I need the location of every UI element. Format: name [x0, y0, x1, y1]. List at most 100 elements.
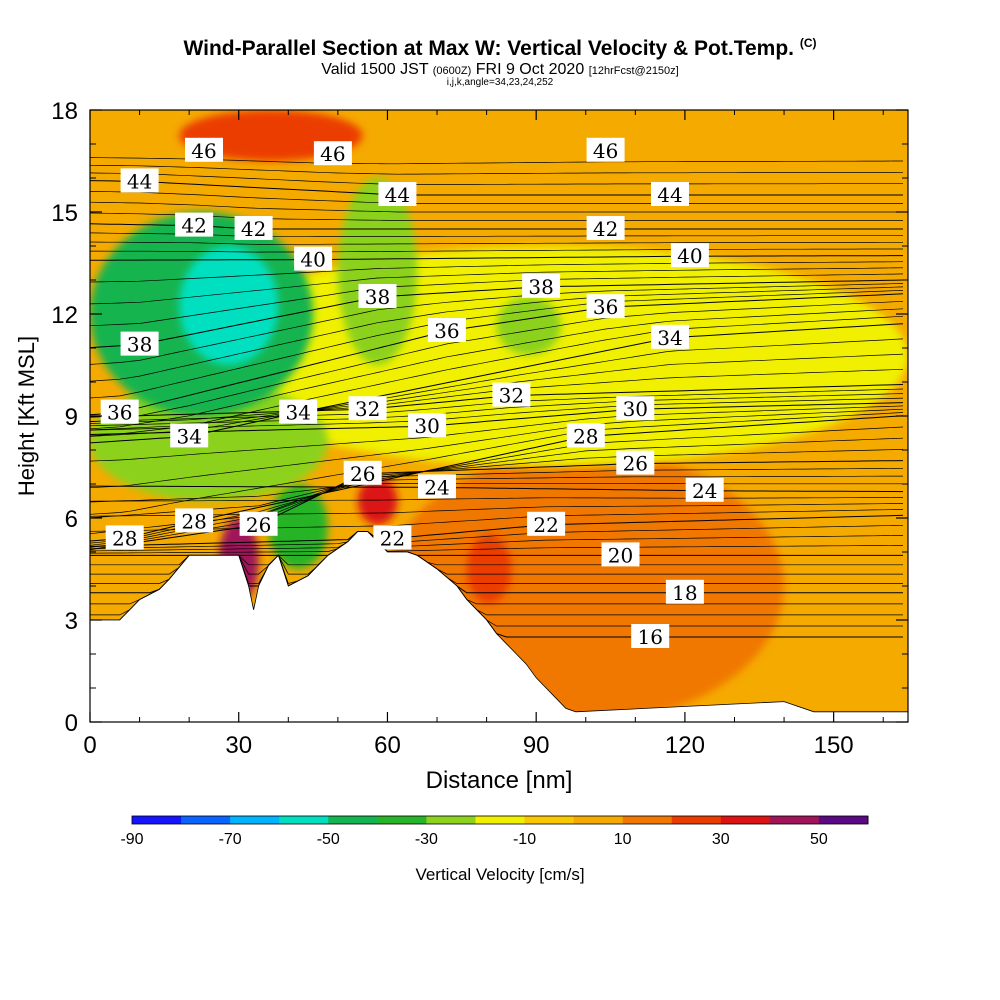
chart-subsubtitle: i,j,k,angle=34,23,24,252: [446, 77, 554, 88]
contour-label-text: 28: [112, 526, 137, 550]
colorbar-swatch: [720, 816, 771, 824]
contour-label-text: 34: [657, 326, 682, 350]
contour-label-text: 26: [350, 462, 375, 486]
contour-label-box: [373, 525, 412, 550]
colorbar: -90 -70 -50 -30 -10 10 30 50 Vertical Velocity […: [120, 815, 869, 884]
contour-label: 46: [185, 137, 223, 163]
contour-label-text: 40: [677, 244, 702, 268]
contour-label-text: 36: [593, 295, 618, 319]
colorbar-tick-label: -30: [415, 831, 438, 848]
x-tick-label: 0: [83, 732, 96, 759]
vv-region: [179, 246, 279, 365]
isentrope-line: [90, 290, 904, 399]
contour-label-text: 26: [246, 513, 271, 537]
isentrope-line: [90, 497, 903, 502]
contour-label-text: 34: [285, 401, 310, 425]
contour-label-box: [239, 511, 278, 536]
isentrope-line: [90, 164, 904, 175]
isentrope-line: [90, 338, 904, 437]
isentrope-line: [90, 393, 904, 427]
y-tick-label: 18: [51, 98, 78, 125]
contour-label-box: [586, 294, 625, 319]
isentrope-line: [90, 315, 904, 437]
contour-label: 28: [105, 525, 144, 550]
isentrope-line: [90, 283, 904, 365]
contour-label-box: [408, 413, 447, 438]
subtitle-valid: Valid 1500 JST: [321, 61, 429, 78]
x-tick-label: 30: [225, 732, 252, 759]
contour-label-box: [175, 508, 214, 533]
contour-label-box: [522, 273, 561, 298]
contour-label-text: 44: [657, 183, 682, 207]
chart-subtitle: Valid 1500 JST (0600Z) FRI 9 Oct 2020 [1…: [0, 61, 1000, 79]
y-tick-label: 9: [65, 404, 78, 431]
colorbar-tick-label: -50: [317, 831, 340, 848]
isentrope-line: [90, 405, 904, 462]
contour-label-text: 36: [107, 401, 132, 425]
contour-label-text: 20: [608, 543, 633, 567]
colorbar-swatch: [230, 816, 280, 824]
subtitle-forecast: [12hrFcst@2150z]: [588, 65, 679, 77]
colorbar-swatch: [279, 816, 329, 824]
contour-label-text: 24: [692, 479, 717, 503]
x-axis-label: Distance [nm]: [426, 767, 573, 794]
contour-label-box: [527, 511, 566, 536]
isentrope-line: [90, 482, 903, 503]
contour-label-text: 22: [380, 526, 405, 550]
contour-label-text: 42: [181, 214, 206, 238]
title-mark: (C): [799, 36, 817, 50]
contour-label: 26: [616, 450, 655, 476]
contour-label: 32: [492, 382, 531, 408]
contour-label-box: [665, 579, 704, 604]
contour-label: 36: [586, 294, 625, 319]
contour-label-text: 32: [499, 384, 524, 408]
contour-label: 42: [234, 216, 273, 241]
contour-label-text: 40: [300, 248, 325, 272]
x-tick-label: 150: [814, 732, 854, 759]
contour-label-text: 26: [623, 452, 648, 476]
contour-label-text: 46: [320, 142, 345, 166]
contour-label-box: [120, 168, 159, 193]
vv-region: [496, 297, 561, 355]
isentrope-line: [90, 223, 903, 230]
contour-label-text: 18: [672, 581, 697, 605]
contour-label: 30: [616, 396, 655, 421]
contour-label-box: [175, 212, 214, 237]
contour-label-box: [105, 525, 144, 550]
contour-label: 24: [685, 477, 724, 503]
isentrope-line: [90, 397, 904, 431]
colorbar-swatch: [475, 816, 526, 824]
isentrope-line: [90, 279, 904, 349]
isentrope-line: [90, 241, 903, 245]
contour-label: 44: [378, 182, 417, 207]
contour-label: 20: [601, 542, 640, 567]
colorbar-swatch: [769, 816, 820, 824]
contour-label-text: 30: [414, 414, 439, 438]
contour-label-box: [427, 318, 466, 342]
contour-label: 32: [348, 396, 387, 421]
contour-label-box: [185, 137, 223, 162]
contour-label-box: [294, 246, 333, 271]
isentrope-line: [90, 261, 904, 283]
contour-label-text: 46: [191, 139, 216, 163]
chart-title: Wind-Parallel Section at Max W: Vertical…: [183, 36, 817, 60]
colorbar-swatch: [573, 816, 624, 824]
isentrope-line: [90, 157, 903, 165]
contour-label-text: 22: [533, 513, 558, 537]
contour-label: 42: [175, 212, 214, 238]
contour-label: 30: [408, 413, 447, 438]
contour-label: 16: [631, 624, 670, 649]
colorbar-swatch: [181, 816, 231, 824]
subtitle-utc: (0600Z): [432, 65, 472, 77]
colorbar-swatch: [818, 816, 869, 824]
potential-temperature-contours: [90, 157, 904, 638]
contour-label-text: 38: [365, 285, 390, 309]
isentrope-line: [90, 180, 903, 196]
vv-region: [337, 178, 418, 365]
contour-label-text: 42: [241, 217, 266, 241]
isentrope-line: [90, 402, 904, 435]
contour-label: 44: [120, 168, 159, 193]
contour-label: 28: [175, 508, 214, 533]
